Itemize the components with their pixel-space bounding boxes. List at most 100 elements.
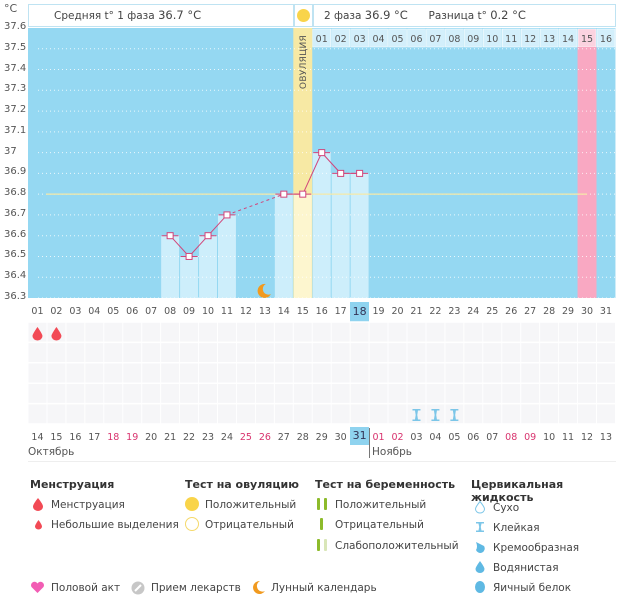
- phase1-average-box: Средняя t° 1 фаза 36.7 °C: [28, 4, 294, 27]
- calendar-date[interactable]: 10: [543, 432, 556, 443]
- calendar-date[interactable]: 01: [372, 432, 385, 443]
- cycle-day-label[interactable]: 06: [126, 306, 139, 317]
- cycle-day-label[interactable]: 28: [543, 306, 556, 317]
- cycle-day-label[interactable]: 04: [88, 306, 101, 317]
- calendar-date[interactable]: 02: [391, 432, 404, 443]
- cycle-day-label[interactable]: 23: [448, 306, 461, 317]
- calendar-date[interactable]: 11: [562, 432, 575, 443]
- phase1-value: 36.7 °C: [158, 8, 202, 22]
- calendar-date[interactable]: 18: [107, 432, 120, 443]
- cycle-day-label[interactable]: 05: [107, 306, 120, 317]
- calendar-date[interactable]: 23: [201, 432, 215, 443]
- cycle-day-label[interactable]: 12: [239, 306, 252, 317]
- temperature-bar: [180, 256, 199, 298]
- menstruation-drop-icon: [51, 327, 62, 341]
- temperature-point: [318, 149, 326, 157]
- calendar-date[interactable]: 12: [580, 432, 594, 443]
- calendar-date[interactable]: 28: [296, 432, 309, 443]
- cycle-day-label[interactable]: 07: [145, 306, 158, 317]
- temperature-point: [337, 169, 345, 177]
- cf-dry-icon: [474, 500, 486, 514]
- calendar-date[interactable]: 20: [145, 432, 158, 443]
- cycle-day-label[interactable]: 30: [580, 306, 594, 317]
- phase2-day-label: 08: [448, 34, 460, 45]
- phase1-label: Средняя t° 1 фаза: [54, 10, 155, 22]
- calendar-date[interactable]: 04: [429, 432, 442, 443]
- temperature-point: [299, 190, 307, 198]
- phase2-day-cell: [483, 28, 502, 48]
- cycle-day-label[interactable]: 24: [467, 306, 480, 317]
- cycle-day-label[interactable]: 11: [220, 306, 234, 317]
- phase2-label: 2 фаза: [324, 10, 362, 22]
- cycle-day-label[interactable]: 31: [599, 306, 613, 317]
- legend-pregnancy-test-title: Тест на беременность: [315, 478, 456, 491]
- calendar-date[interactable]: 07: [486, 432, 499, 443]
- calendar-date[interactable]: 29: [315, 432, 328, 443]
- legend-spotting: Небольшие выделения: [51, 519, 179, 531]
- cycle-day-label[interactable]: 20: [391, 306, 404, 317]
- calendar-date[interactable]: 13: [599, 432, 613, 443]
- cycle-day-label[interactable]: 26: [505, 306, 518, 317]
- legend-cf-eggwhite: Яичный белок: [493, 582, 572, 594]
- cycle-day-label[interactable]: 13: [258, 306, 271, 317]
- calendar-date[interactable]: 19: [126, 432, 139, 443]
- phase2-day-cell: [350, 28, 369, 48]
- cycle-day-label[interactable]: 25: [486, 306, 499, 317]
- cycle-day-label[interactable]: 14: [277, 306, 290, 317]
- cycle-day-label[interactable]: 10: [201, 306, 215, 317]
- cycle-day-label[interactable]: 03: [69, 306, 82, 317]
- legend-cervical-fluid-title: Цервикальная жидкость: [471, 478, 564, 504]
- calendar-date[interactable]: 14: [31, 432, 44, 443]
- phase2-day-label: 06: [410, 34, 422, 45]
- cf-eggwhite-icon: [475, 581, 485, 593]
- calendar-date[interactable]: 06: [467, 432, 480, 443]
- calendar-date-today[interactable]: 31: [350, 427, 370, 445]
- calendar-date[interactable]: 24: [220, 432, 234, 443]
- cf-creamy-icon: [476, 542, 485, 553]
- calendar-date[interactable]: 15: [50, 432, 63, 443]
- calendar-date[interactable]: 25: [239, 432, 252, 443]
- month-november: Ноябрь: [372, 446, 412, 458]
- phase2-day-label: 09: [467, 34, 479, 45]
- calendar-date[interactable]: 08: [505, 432, 518, 443]
- cycle-day-label[interactable]: 08: [164, 306, 177, 317]
- y-tick-label: 36.6: [4, 228, 27, 240]
- calendar-date[interactable]: 16: [69, 432, 82, 443]
- y-tick-label: 37.6: [4, 21, 27, 32]
- ovulation-positive-icon: [185, 497, 199, 511]
- cycle-day-label[interactable]: 29: [562, 306, 575, 317]
- legend-pregnancy-positive: Положительный: [335, 499, 427, 511]
- temperature-point: [204, 232, 212, 240]
- legend-cf-watery: Водянистая: [493, 562, 559, 574]
- calendar-date[interactable]: 21: [164, 432, 177, 443]
- cycle-day-label[interactable]: 21: [410, 306, 423, 317]
- cycle-day-label[interactable]: 16: [315, 306, 328, 317]
- cycle-day-label[interactable]: 09: [183, 306, 196, 317]
- cycle-day-label[interactable]: 02: [50, 306, 63, 317]
- cycle-day-label[interactable]: 19: [372, 306, 385, 317]
- calendar-date[interactable]: 22: [183, 432, 196, 443]
- legend-menstruation: Менструация: [51, 499, 125, 511]
- legend-pregnancy-negative: Отрицательный: [335, 519, 424, 531]
- calendar-date[interactable]: 03: [410, 432, 423, 443]
- calendar-date[interactable]: 30: [334, 432, 347, 443]
- cycle-day-label[interactable]: 15: [296, 306, 309, 317]
- calendar-date[interactable]: 17: [88, 432, 101, 443]
- phase2-value: 36.9 °C: [364, 8, 408, 22]
- cycle-day-label[interactable]: 22: [429, 306, 442, 317]
- calendar-date[interactable]: 05: [448, 432, 461, 443]
- phase2-day-cell: [558, 28, 578, 48]
- diff-label: Разница t°: [428, 10, 487, 22]
- cycle-day-label[interactable]: 17: [334, 306, 347, 317]
- phase2-average-box: 2 фаза 36.9 °C Разница t° 0.2 °C: [313, 4, 616, 27]
- y-tick-label: 37.2: [4, 104, 27, 116]
- cycle-day-label[interactable]: 01: [31, 306, 44, 317]
- legend-pregnancy-faint: Слабоположительный: [335, 540, 459, 552]
- calendar-date[interactable]: 26: [258, 432, 271, 443]
- cycle-day-today[interactable]: 18: [350, 302, 370, 322]
- calendar-date[interactable]: 27: [277, 432, 290, 443]
- phase2-day-cell: [502, 28, 521, 48]
- calendar-date[interactable]: 09: [524, 432, 537, 443]
- cycle-day-label[interactable]: 27: [524, 306, 537, 317]
